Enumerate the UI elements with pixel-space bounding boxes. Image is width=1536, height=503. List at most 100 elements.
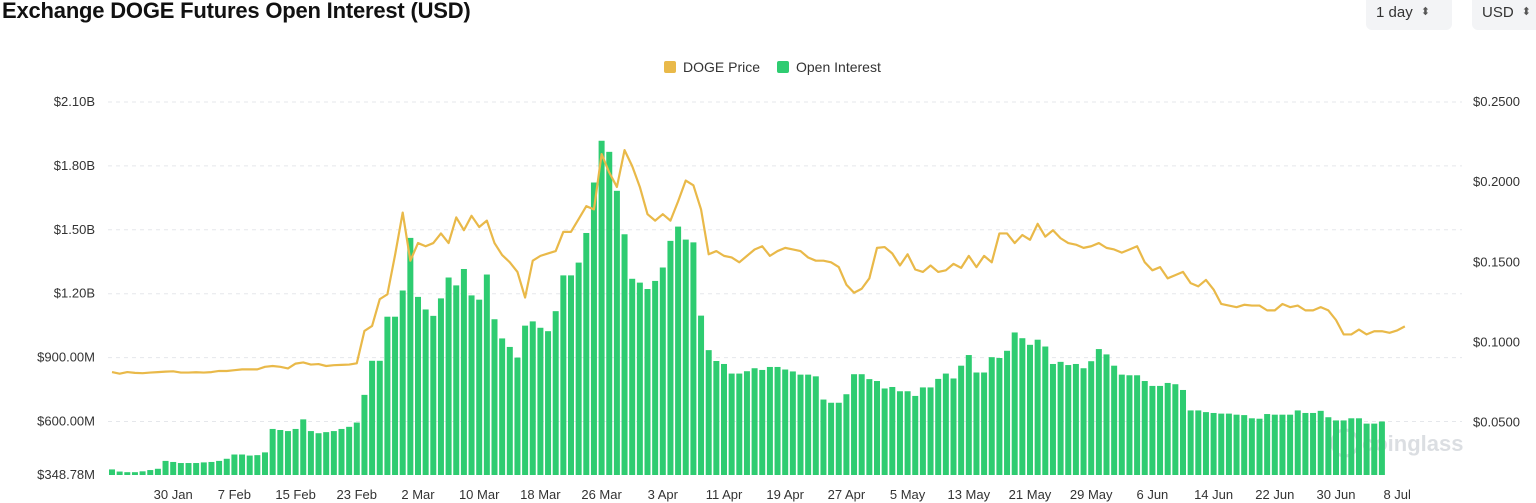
- open-interest-bar: [499, 338, 506, 475]
- chevron-updown-icon: ⬍: [1420, 5, 1430, 18]
- open-interest-bar: [766, 366, 773, 475]
- x-tick-label: 3 Apr: [648, 487, 679, 502]
- open-interest-bar: [109, 469, 115, 475]
- open-interest-bar: [606, 151, 613, 475]
- open-interest-bar: [721, 363, 727, 475]
- open-interest-bar: [491, 319, 498, 475]
- open-interest-bar: [874, 381, 880, 475]
- currency-value: USD: [1482, 3, 1514, 21]
- open-interest-bar: [468, 295, 475, 475]
- price-line: [111, 148, 1406, 375]
- open-interest-bar: [1241, 415, 1248, 475]
- open-interest-bar: [1355, 418, 1362, 475]
- open-interest-bar: [560, 275, 567, 475]
- x-tick-label: 26 Mar: [581, 487, 622, 502]
- open-interest-bar: [851, 374, 858, 475]
- open-interest-bar: [866, 379, 873, 475]
- legend-swatch-price: [664, 61, 676, 73]
- x-tick-label: 10 Mar: [459, 487, 500, 502]
- open-interest-bar: [552, 311, 559, 475]
- open-interest-bar: [575, 262, 582, 475]
- open-interest-bar: [1111, 365, 1118, 475]
- open-interest-bar: [323, 432, 330, 475]
- open-interest-bar: [1080, 368, 1087, 475]
- legend-label-price: DOGE Price: [683, 59, 760, 75]
- open-interest-bar: [919, 387, 926, 475]
- open-interest-bar: [1027, 344, 1033, 475]
- y-right-tick-label: $0.1500: [1473, 254, 1520, 269]
- open-interest-bar: [1348, 418, 1355, 475]
- open-interest-bar: [1157, 385, 1164, 475]
- open-interest-bar: [1180, 389, 1186, 475]
- x-axis-ticks: 30 Jan 7 Feb 15 Feb 23 Feb 2 Mar 10 Mar 18 Mar…: [154, 487, 1411, 502]
- open-interest-bar: [483, 274, 490, 475]
- x-tick-label: 7 Feb: [218, 487, 251, 502]
- open-interest-bar: [529, 321, 536, 475]
- open-interest-bar: [690, 242, 697, 475]
- x-tick-label: 30 Jun: [1316, 487, 1355, 502]
- open-interest-bar: [1164, 382, 1171, 475]
- open-interest-bar: [1019, 338, 1026, 475]
- open-interest-bar: [1271, 414, 1278, 475]
- x-tick-label: 22 Jun: [1255, 487, 1294, 502]
- open-interest-bar: [590, 182, 597, 475]
- open-interest-bar: [1294, 410, 1301, 475]
- open-interest-bar: [636, 282, 643, 475]
- y-axis-left-ticks: $348.78M $600.00M $900.00M $1.20B $1.50B $1.8…: [37, 94, 95, 482]
- open-interest-bar: [1065, 365, 1072, 475]
- open-interest-bar: [330, 431, 337, 475]
- open-interest-bar: [713, 361, 720, 475]
- open-interest-bar: [598, 140, 605, 475]
- open-interest-bar: [912, 395, 919, 475]
- open-interest-bar: [269, 428, 276, 475]
- open-interest-bar: [231, 454, 238, 475]
- open-interest-bar: [506, 346, 513, 475]
- open-interest-bar: [1126, 375, 1133, 475]
- x-tick-label: 8 Jul: [1383, 487, 1411, 502]
- open-interest-bar: [254, 455, 261, 475]
- x-tick-label: 18 Mar: [520, 487, 561, 502]
- period-select[interactable]: 1 day ⬍: [1366, 0, 1452, 30]
- open-interest-bar: [1256, 418, 1263, 475]
- y-left-tick-label: $1.20B: [54, 286, 95, 301]
- open-interest-bar: [1088, 361, 1095, 475]
- open-interest-bar: [1195, 410, 1202, 475]
- open-interest-bar: [193, 463, 200, 475]
- open-interest-bar: [751, 368, 758, 475]
- open-interest-bar: [392, 316, 399, 475]
- open-interest-bar: [216, 460, 223, 475]
- open-interest-bar: [399, 290, 406, 475]
- open-interest-bar: [361, 394, 368, 475]
- open-interest-bar: [1034, 339, 1041, 475]
- open-interest-bar: [246, 455, 253, 475]
- y-right-tick-label: $0.2500: [1473, 94, 1520, 109]
- open-interest-bar: [675, 226, 682, 475]
- open-interest-bar: [1333, 420, 1339, 475]
- open-interest-bar: [1042, 346, 1049, 475]
- x-tick-label: 2 Mar: [401, 487, 435, 502]
- open-interest-bar: [445, 277, 452, 475]
- open-interest-bar: [568, 275, 574, 475]
- y-left-tick-label: $1.50B: [54, 222, 95, 237]
- open-interest-bar: [942, 373, 949, 475]
- open-interest-bar: [705, 350, 712, 475]
- open-interest-bar: [881, 388, 888, 475]
- open-interest-bar: [522, 325, 529, 475]
- y-axis-right-ticks: $0.0500 $0.1000 $0.1500 $0.2000 $0.2500: [1473, 94, 1520, 430]
- y-left-tick-label: $348.78M: [37, 467, 95, 482]
- open-interest-bar: [858, 374, 865, 475]
- open-interest-bar: [1187, 410, 1194, 475]
- open-interest-bar: [728, 373, 735, 475]
- open-interest-bar: [162, 460, 169, 475]
- open-interest-bar: [415, 296, 421, 475]
- open-interest-bar: [583, 232, 590, 475]
- open-interest-bar: [1340, 420, 1347, 475]
- open-interest-bar: [736, 373, 743, 475]
- open-interest-bar: [284, 431, 291, 475]
- legend-label-open-interest: Open Interest: [796, 59, 881, 75]
- currency-select[interactable]: USD ⬍: [1472, 0, 1536, 30]
- open-interest-bar: [1049, 363, 1056, 475]
- open-interest-bar: [682, 239, 689, 475]
- open-interest-bar: [1141, 381, 1148, 475]
- open-interest-bar: [453, 285, 460, 475]
